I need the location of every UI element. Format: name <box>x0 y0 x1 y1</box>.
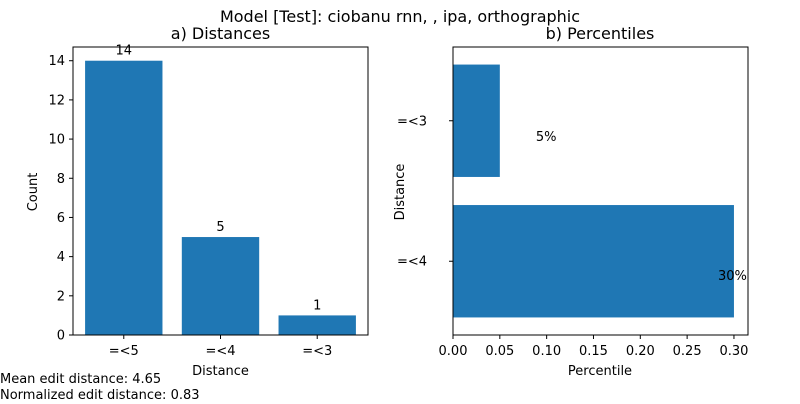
chart-b-axes: =<4 =<3 0.00 0.05 0.10 0.15 0.20 0.25 0.30 <box>397 46 749 359</box>
hbar-data-label: 5% <box>536 130 557 145</box>
chart-b-title: b) Percentiles <box>546 24 655 43</box>
y-tick-label: 10 <box>48 133 65 148</box>
chart-a-title: a) Distances <box>171 24 270 43</box>
bar-data-label: 14 <box>116 44 133 59</box>
mean-edit-distance-label: Mean edit distance: <box>0 372 129 387</box>
y-tick-label: 2 <box>57 289 65 304</box>
hbar-data-label: 30% <box>718 269 747 284</box>
mean-edit-distance: Mean edit distance: 4.65 <box>0 372 161 388</box>
chart-b-frame <box>452 46 749 336</box>
chart-b: b) Percentiles 30% 5% =<4 =<3 0.00 0.05 0.10 0… <box>393 24 749 379</box>
chart-a-bars: 14 5 1 <box>85 44 356 335</box>
normalized-edit-distance-value: 0.83 <box>170 388 200 403</box>
y-tick-label: 12 <box>48 93 65 108</box>
normalized-edit-distance: Normalized edit distance: 0.83 <box>0 388 200 404</box>
bar-data-label: 1 <box>313 298 321 313</box>
y-tick-label: =<4 <box>397 255 427 270</box>
y-tick-label: 0 <box>57 329 65 344</box>
hbar-=<4 <box>453 205 734 318</box>
x-tick-label: 0.20 <box>626 344 655 359</box>
x-tick-label: 0.05 <box>485 344 514 359</box>
bar-data-label: 5 <box>216 220 224 235</box>
bar-=<3 <box>278 315 356 335</box>
y-tick-label: 8 <box>57 172 65 187</box>
chart-a-xlabel: Distance <box>192 364 249 379</box>
x-tick-label: 0.10 <box>532 344 561 359</box>
x-tick-label: =<5 <box>109 344 139 359</box>
hbar-=<3 <box>453 64 500 177</box>
mean-edit-distance-value: 4.65 <box>132 372 162 387</box>
chart-b-bars: 30% 5% <box>453 64 747 318</box>
chart-a-axes: =<5 =<4 =<3 0 2 4 6 8 10 12 14 <box>48 46 369 359</box>
x-tick-label: 0.25 <box>673 344 702 359</box>
normalized-edit-distance-label: Normalized edit distance: <box>0 388 167 403</box>
x-tick-label: =<4 <box>205 344 235 359</box>
y-tick-label: 6 <box>57 211 65 226</box>
bar-=<4 <box>181 237 260 335</box>
y-tick-label: =<3 <box>397 114 427 129</box>
y-tick-label: 4 <box>57 250 65 265</box>
figure-suptitle: Model [Test]: ciobanu rnn, , ipa, orthog… <box>220 7 580 26</box>
chart-b-ylabel: Distance <box>393 164 408 221</box>
chart-a: a) Distances 14 5 1 =<5 =<4 =<3 0 2 4 6 8 10 12 14 D… <box>26 24 369 379</box>
bar-=<5 <box>85 60 163 335</box>
x-tick-label: 0.15 <box>579 344 608 359</box>
chart-b-xlabel: Percentile <box>568 364 632 379</box>
chart-a-frame <box>72 46 369 336</box>
chart-a-ylabel: Count <box>26 173 41 212</box>
x-tick-label: 0.30 <box>719 344 748 359</box>
x-tick-label: 0.00 <box>439 344 468 359</box>
x-tick-label: =<3 <box>302 344 332 359</box>
y-tick-label: 14 <box>48 54 65 69</box>
